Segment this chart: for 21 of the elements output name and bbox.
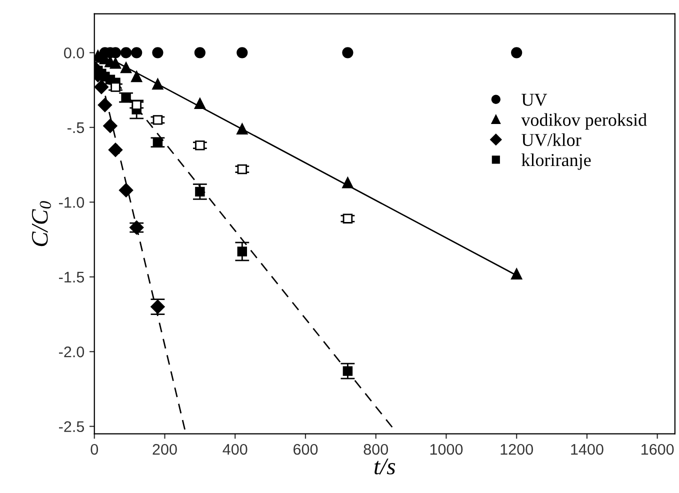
x-tick-label: 1000 — [430, 444, 463, 455]
legend-label: kloriranje — [522, 153, 591, 170]
legend-label: UV/klor — [522, 133, 582, 146]
y-tick-label: -1.0 — [59, 197, 84, 208]
x-tick-label: 200 — [152, 444, 177, 455]
y-tick-label: -.5 — [68, 122, 84, 134]
x-tick-label: 800 — [364, 444, 388, 455]
y-axis-title: C/C$_{0}$ — [32, 201, 51, 246]
x-tick-label: 1400 — [571, 444, 604, 455]
y-tick-label: -1.5 — [59, 272, 84, 283]
x-axis-title: t/s — [374, 458, 396, 474]
x-tick-label: 400 — [222, 444, 248, 455]
x-tick-label: 600 — [294, 444, 318, 455]
x-tick-label: 0 — [90, 444, 98, 455]
x-tick-label: 1600 — [642, 444, 674, 455]
y-tick-label: 0.0 — [64, 48, 84, 58]
legend-label: UV — [522, 94, 548, 106]
y-tick-label: -2.5 — [59, 421, 84, 432]
legend-label: vodikov peroksid — [521, 113, 647, 130]
y-tick-label: -2.0 — [59, 346, 84, 358]
x-tick-label: 1200 — [500, 444, 533, 455]
